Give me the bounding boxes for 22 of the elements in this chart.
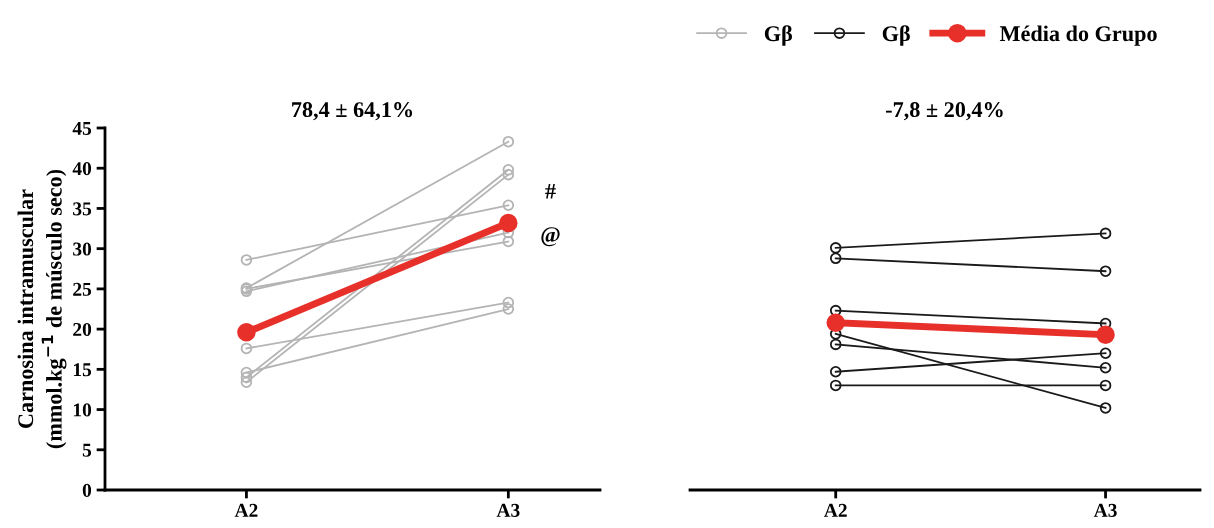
y-tick-label: 5 <box>82 443 92 457</box>
chart-title: 78,4 ± 64,1% <box>292 102 413 121</box>
y-tick-label: 15 <box>73 363 92 377</box>
y-tick-label: 25 <box>73 282 92 296</box>
y-tick-label: 20 <box>73 322 92 337</box>
y-axis-title: Carnosina intramuscular (mmol.kg$^{−1}$ de músculo seco) <box>17 169 67 449</box>
legend-label: Gβ <box>764 25 792 46</box>
x-tick-label: A2 <box>824 503 847 517</box>
chart-title: -7,8 ± 20,4% <box>886 102 1003 121</box>
x-tick-label: A2 <box>234 503 258 517</box>
legend-label: Média do Grupo <box>999 25 1157 46</box>
annotation: # <box>545 183 556 199</box>
y-tick-label: 0 <box>82 483 92 497</box>
x-tick-label: A3 <box>1093 503 1117 517</box>
legend-label: Gβ <box>882 25 910 46</box>
x-tick-label: A3 <box>496 503 520 517</box>
annotation: @ <box>541 227 560 247</box>
y-tick-label: 30 <box>73 242 92 256</box>
y-tick-label: 35 <box>73 202 92 216</box>
y-tick-label: 45 <box>72 121 92 135</box>
y-tick-label: 40 <box>72 162 92 176</box>
y-tick-label: 10 <box>73 403 92 417</box>
